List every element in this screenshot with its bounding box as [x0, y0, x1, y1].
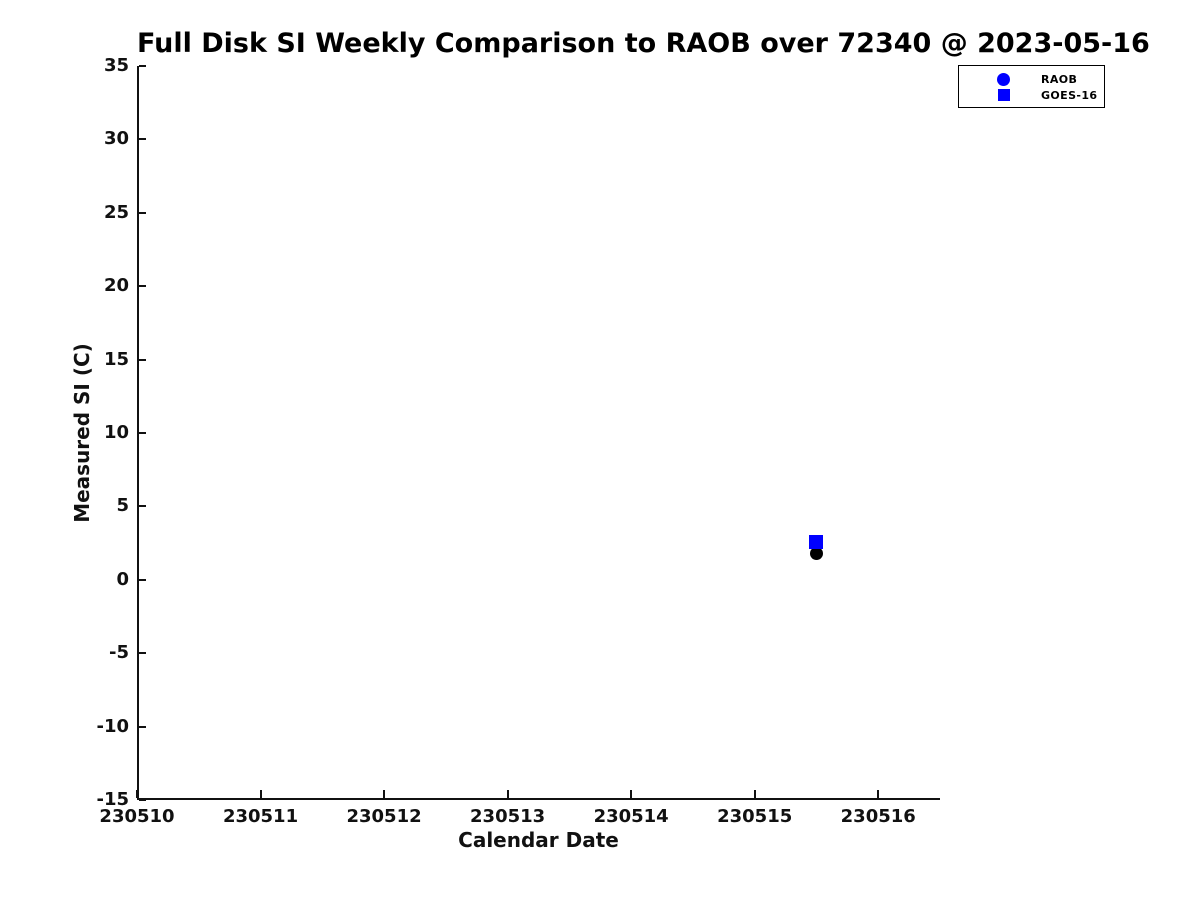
- x-tick-mark: [506, 790, 509, 798]
- x-tick-label: 230513: [470, 806, 546, 827]
- legend-label-raob: RAOB: [1041, 72, 1078, 86]
- y-tick-label: 15: [103, 348, 129, 370]
- y-tick-mark: [139, 799, 146, 801]
- legend-circle-marker-icon: [997, 72, 1010, 86]
- y-tick-mark: [139, 285, 146, 288]
- x-tick-mark: [630, 790, 633, 798]
- x-tick-label: 230512: [346, 806, 422, 827]
- x-tick-mark: [877, 790, 880, 798]
- y-tick-mark: [139, 65, 146, 67]
- y-tick-mark: [139, 138, 146, 141]
- y-tick-mark: [139, 505, 146, 508]
- y-tick-label: 35: [103, 55, 129, 76]
- x-tick-label: 230510: [99, 806, 175, 827]
- y-axis-label: Measured SI (C): [70, 343, 94, 523]
- x-tick-label: 230516: [840, 806, 916, 827]
- x-tick-label: 230515: [717, 806, 793, 827]
- y-tick-label: 30: [103, 128, 129, 150]
- data-point-goes-16: [809, 534, 824, 549]
- y-tick-label: -5: [109, 642, 129, 664]
- chart-title: Full Disk SI Weekly Comparison to RAOB o…: [137, 28, 1150, 59]
- legend-entry-raob: RAOB: [959, 71, 1104, 87]
- plot-area: [137, 66, 940, 800]
- x-tick-mark: [259, 790, 262, 798]
- x-tick-mark: [753, 790, 756, 798]
- legend-entry-goes-16: GOES-16: [959, 87, 1104, 103]
- x-tick-label: 230511: [222, 806, 299, 827]
- x-tick-label: 230514: [593, 806, 669, 827]
- legend-square-marker-icon: [998, 89, 1010, 101]
- y-tick-label: 10: [103, 422, 129, 443]
- y-tick-label: 20: [103, 275, 129, 297]
- y-tick-label: 0: [116, 568, 129, 590]
- y-tick-mark: [139, 211, 146, 214]
- x-tick-mark: [383, 790, 386, 798]
- y-tick-label: -15: [96, 789, 129, 810]
- data-point-raob: [809, 546, 823, 560]
- legend-label-goes-16: GOES-16: [1041, 88, 1098, 102]
- y-tick-label: 25: [103, 201, 129, 223]
- y-tick-label: 5: [116, 495, 129, 517]
- x-axis-label: Calendar Date: [458, 828, 619, 852]
- y-tick-mark: [139, 432, 146, 434]
- y-tick-mark: [139, 578, 146, 581]
- legend: RAOB GOES-16: [958, 65, 1105, 108]
- x-tick-mark: [136, 790, 138, 798]
- y-tick-mark: [139, 725, 146, 728]
- y-tick-mark: [139, 358, 146, 361]
- y-tick-mark: [139, 652, 146, 655]
- y-tick-label: -10: [96, 715, 129, 737]
